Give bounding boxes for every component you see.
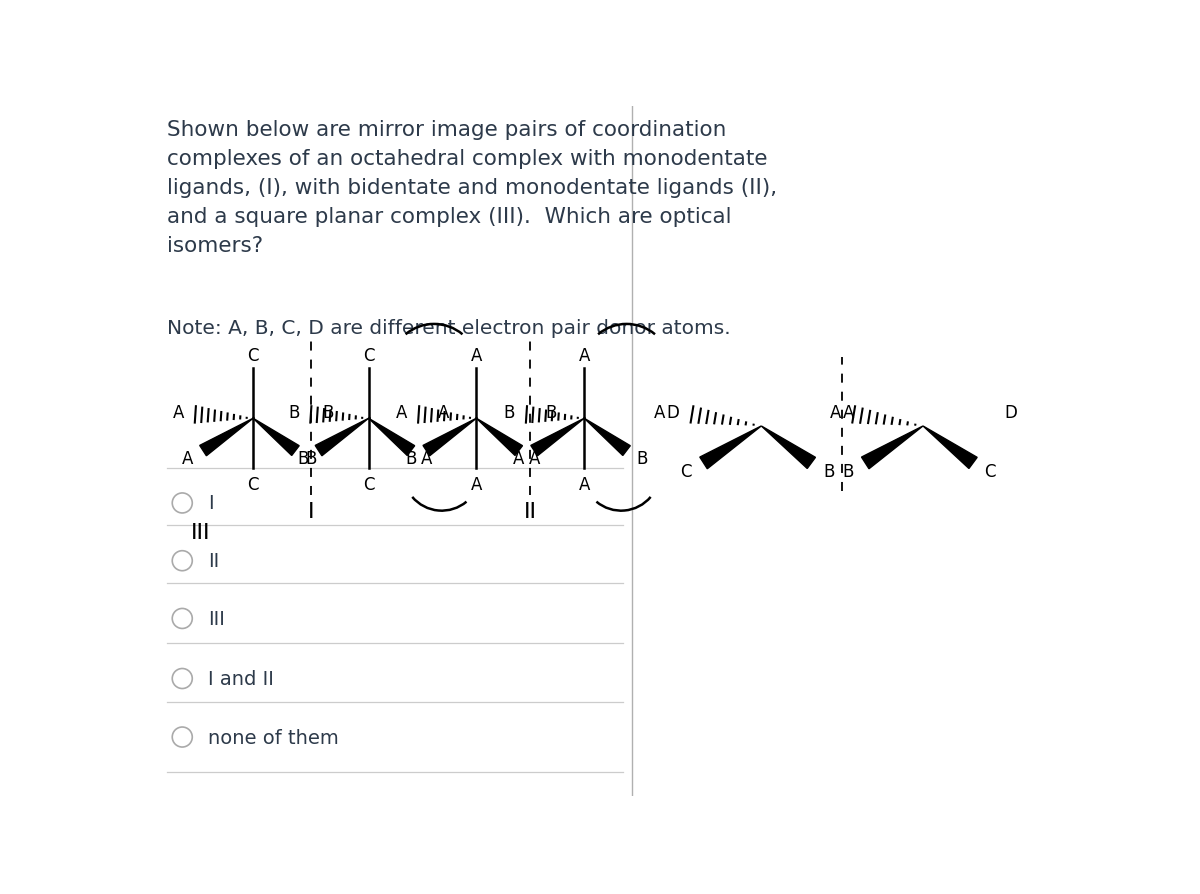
Text: B: B — [504, 403, 515, 422]
Text: B: B — [636, 450, 648, 468]
Text: B: B — [288, 403, 299, 422]
Text: B: B — [298, 450, 308, 468]
Polygon shape — [923, 426, 977, 469]
Text: C: C — [247, 476, 259, 493]
Text: I: I — [307, 502, 314, 521]
Text: III: III — [209, 610, 226, 628]
Text: A: A — [830, 403, 841, 422]
Polygon shape — [700, 426, 761, 469]
Text: B: B — [323, 403, 334, 422]
Text: A: A — [438, 403, 449, 422]
Polygon shape — [584, 418, 630, 456]
Text: II: II — [209, 552, 220, 570]
Polygon shape — [761, 426, 816, 469]
Text: C: C — [247, 347, 259, 365]
Text: D: D — [667, 403, 679, 422]
Text: Note: A, B, C, D are different electron pair donor atoms.: Note: A, B, C, D are different electron … — [167, 319, 731, 338]
Text: A: A — [512, 450, 524, 468]
Text: B: B — [842, 462, 853, 480]
Text: B: B — [404, 450, 416, 468]
Polygon shape — [199, 418, 253, 456]
Text: C: C — [362, 476, 374, 493]
Text: A: A — [654, 403, 665, 422]
Polygon shape — [253, 418, 299, 456]
Text: A: A — [578, 476, 590, 493]
Text: A: A — [578, 347, 590, 365]
Text: D: D — [1004, 403, 1018, 422]
Text: C: C — [985, 462, 996, 480]
Polygon shape — [424, 418, 476, 456]
Text: II: II — [524, 502, 536, 521]
Text: B: B — [823, 462, 834, 480]
Polygon shape — [368, 418, 415, 456]
Text: B: B — [546, 403, 557, 422]
Polygon shape — [862, 426, 923, 469]
Text: none of them: none of them — [209, 728, 340, 746]
Text: A: A — [470, 347, 482, 365]
Text: Shown below are mirror image pairs of coordination
complexes of an octahedral co: Shown below are mirror image pairs of co… — [167, 121, 776, 256]
Polygon shape — [476, 418, 522, 456]
Text: I: I — [209, 493, 214, 513]
Text: I and II: I and II — [209, 670, 275, 688]
Text: C: C — [362, 347, 374, 365]
Text: A: A — [421, 450, 432, 468]
Text: A: A — [173, 403, 184, 422]
Text: A: A — [396, 403, 407, 422]
Text: B: B — [306, 450, 317, 468]
Text: C: C — [680, 462, 692, 480]
Text: A: A — [181, 450, 193, 468]
Polygon shape — [530, 418, 584, 456]
Polygon shape — [316, 418, 368, 456]
Text: A: A — [842, 403, 854, 422]
Text: A: A — [529, 450, 540, 468]
Text: A: A — [470, 476, 482, 493]
Text: III: III — [191, 523, 210, 543]
